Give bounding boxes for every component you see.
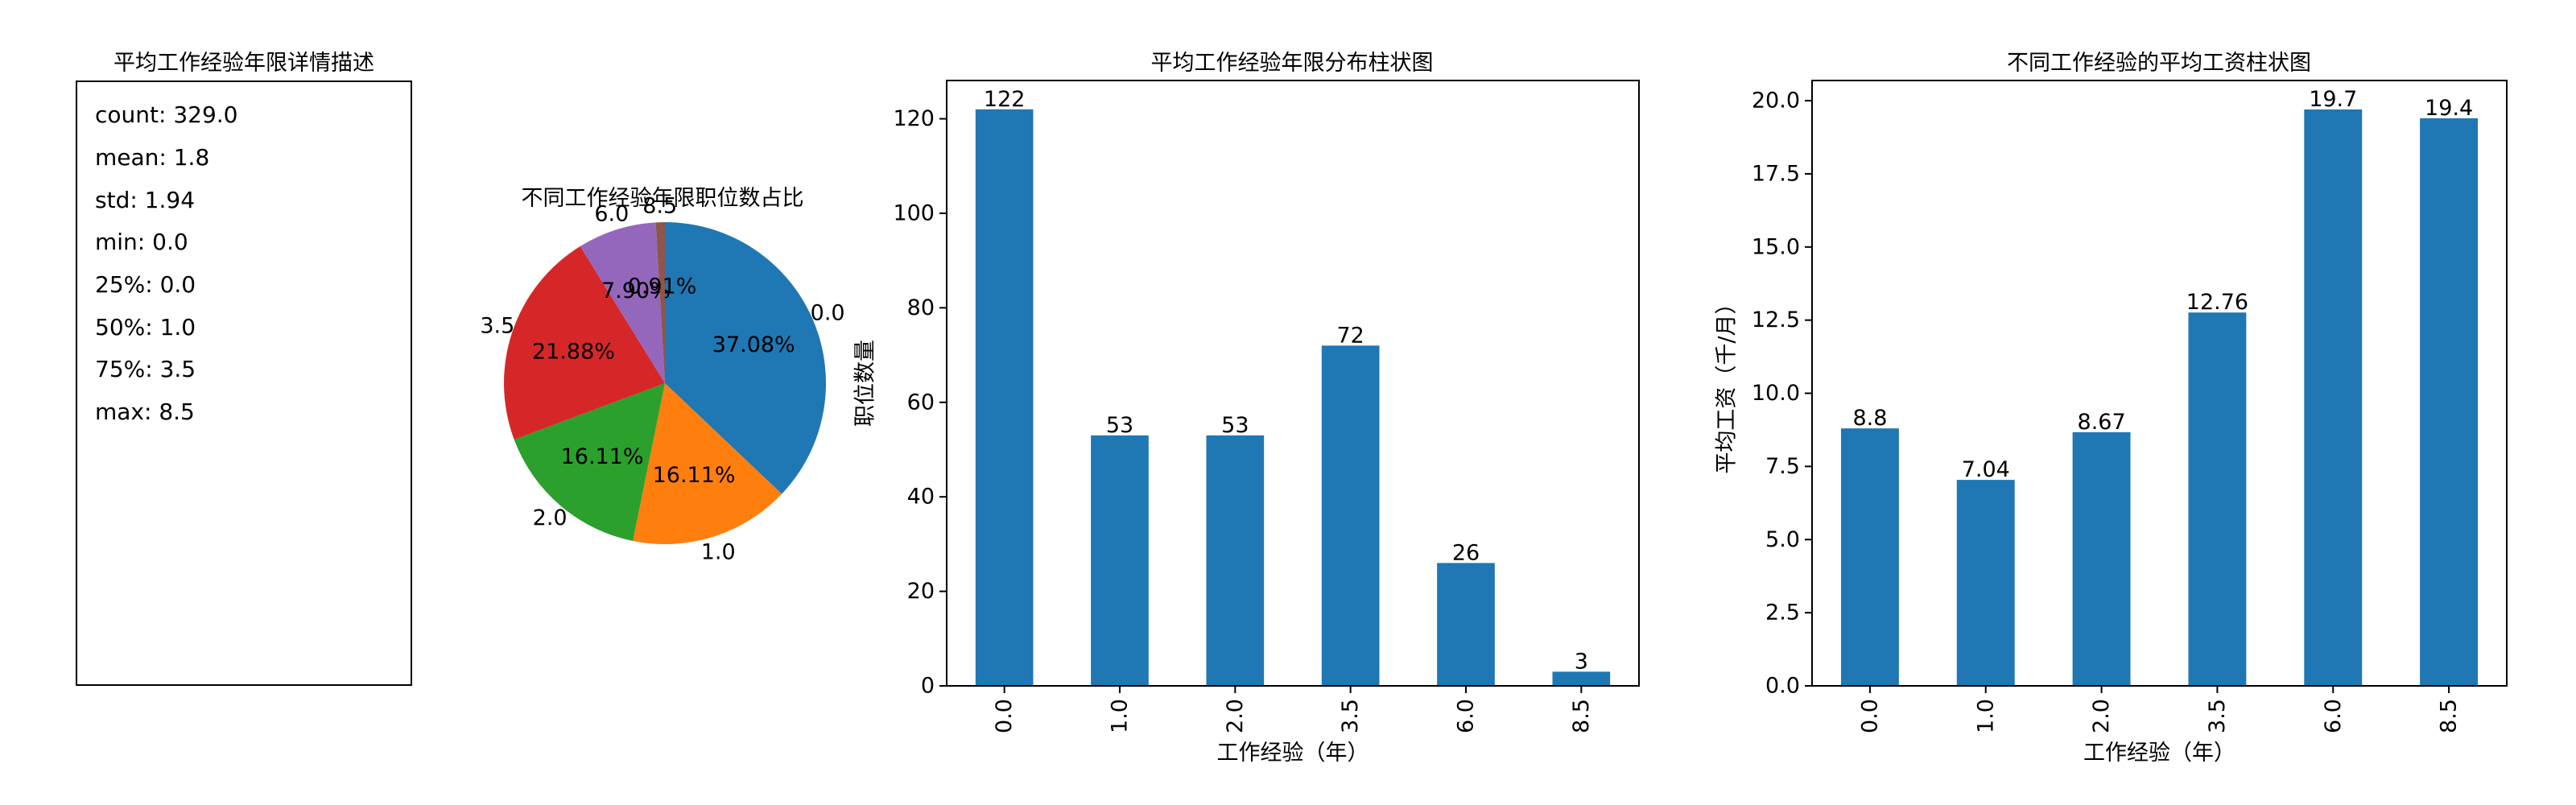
x-tick-label: 2.0: [2089, 699, 2114, 733]
y-tick-label: 7.5: [1765, 454, 1800, 479]
pie-slice-3-5: [504, 246, 665, 440]
y-axis-label: 职位数量: [853, 340, 878, 427]
stats-panel-title: 平均工作经验年限详情描述: [114, 51, 374, 76]
y-tick-label: 100: [893, 200, 935, 225]
y-tick-label: 60: [907, 390, 935, 415]
salary-bar-1-0: [1956, 480, 2015, 686]
x-tick-label: 6.0: [2321, 699, 2346, 733]
salary-bar-0-0: [1840, 428, 1899, 686]
x-tick-label: 6.0: [1454, 699, 1479, 733]
count-bar-2-0: [1206, 435, 1265, 686]
count-bar-1-0: [1091, 435, 1149, 686]
x-tick-label: 1.0: [1108, 699, 1133, 733]
y-axis-label: 平均工资（千/月）: [1715, 292, 1740, 473]
bar-value-label: 19.7: [2309, 87, 2357, 112]
salary-bar-3-5: [2188, 312, 2247, 686]
count-bar-3-5: [1321, 345, 1380, 686]
count-bar-chart-title: 平均工作经验年限分布柱状图: [1150, 51, 1434, 76]
count-bar-6-0: [1437, 563, 1495, 686]
x-axis-label: 工作经验（年）: [1217, 741, 1369, 766]
stat-mean: mean: 1.8: [95, 144, 210, 171]
y-tick-label: 120: [893, 106, 935, 131]
pie-slice-2-0: [514, 383, 665, 541]
pie-percent-label: 7.90%: [601, 279, 671, 303]
stat-count: count: 329.0: [95, 101, 238, 128]
x-tick-label: 0.0: [992, 699, 1017, 733]
stat-std: std: 1.94: [95, 187, 196, 213]
y-tick-label: 0.0: [1765, 674, 1800, 699]
salary-bar-chart-title: 不同工作经验的平均工资柱状图: [2007, 51, 2311, 76]
stat-25pct: 25%: 0.0: [95, 271, 196, 298]
pie-label: 1.0: [701, 539, 736, 564]
salary-bar-8-5: [2420, 118, 2479, 686]
y-tick-label: 0: [921, 674, 935, 699]
salary-bar-6-0: [2304, 109, 2363, 686]
y-tick-label: 10.0: [1752, 381, 1800, 406]
x-tick-label: 3.5: [1338, 699, 1363, 733]
x-tick-label: 3.5: [2205, 699, 2230, 733]
pie-percent-label: 0.91%: [628, 275, 697, 299]
stat-50pct: 50%: 1.0: [95, 314, 196, 341]
count-axes-frame: [946, 80, 1640, 687]
pie-label: 3.5: [480, 313, 514, 338]
stats-panel: count: 329.0 mean: 1.8 std: 1.94 min: 0.…: [76, 80, 412, 686]
pie-label: 0.0: [811, 301, 845, 326]
x-tick-label: 2.0: [1223, 699, 1248, 733]
bar-value-label: 3: [1575, 649, 1588, 674]
pie-percent-label: 21.88%: [532, 340, 615, 365]
x-tick-label: 8.5: [1569, 699, 1594, 733]
count-bar-0-0: [975, 109, 1034, 687]
y-tick-label: 17.5: [1752, 161, 1800, 186]
y-tick-label: 5.0: [1765, 527, 1800, 552]
pie-percent-label: 16.11%: [561, 444, 644, 469]
x-axis-label: 工作经验（年）: [2083, 741, 2235, 766]
bar-value-label: 53: [1106, 413, 1133, 438]
y-tick-label: 40: [907, 485, 935, 510]
pie-chart-title: 不同工作经验年限职位数占比: [521, 186, 804, 211]
stat-min: min: 0.0: [95, 229, 188, 255]
x-tick-label: 8.5: [2437, 699, 2462, 733]
salary-bar-2-0: [2072, 431, 2131, 686]
y-tick-label: 20.0: [1752, 89, 1800, 114]
bar-value-label: 26: [1452, 540, 1480, 565]
bar-value-label: 53: [1221, 413, 1249, 438]
pie-slice-1-0: [633, 383, 782, 544]
y-tick-label: 20: [907, 579, 935, 604]
pie-percent-label: 16.11%: [653, 463, 736, 488]
bar-value-label: 8.8: [1852, 406, 1887, 431]
bar-value-label: 7.04: [1962, 457, 2010, 482]
x-tick-label: 1.0: [1973, 699, 1998, 733]
y-tick-label: 2.5: [1765, 601, 1800, 625]
pie-percent-label: 37.08%: [712, 332, 795, 357]
pie-slice-8-5: [655, 222, 665, 383]
y-tick-label: 80: [907, 295, 935, 320]
bar-value-label: 19.4: [2425, 96, 2473, 121]
bar-value-label: 72: [1336, 323, 1364, 348]
pie-slice-6-0: [580, 222, 665, 383]
count-bar-8-5: [1552, 671, 1611, 686]
pie-slice-0-0: [665, 222, 827, 494]
y-tick-label: 15.0: [1752, 234, 1800, 259]
bar-value-label: 122: [984, 87, 1026, 112]
y-tick-label: 12.5: [1752, 308, 1800, 332]
pie-label: 2.0: [533, 506, 568, 530]
bar-value-label: 12.76: [2186, 290, 2248, 315]
salary-axes-frame: [1811, 80, 2508, 687]
bar-value-label: 8.67: [2078, 410, 2126, 435]
stat-max: max: 8.5: [95, 398, 195, 425]
x-tick-label: 0.0: [1857, 699, 1882, 733]
stat-75pct: 75%: 3.5: [95, 356, 196, 382]
